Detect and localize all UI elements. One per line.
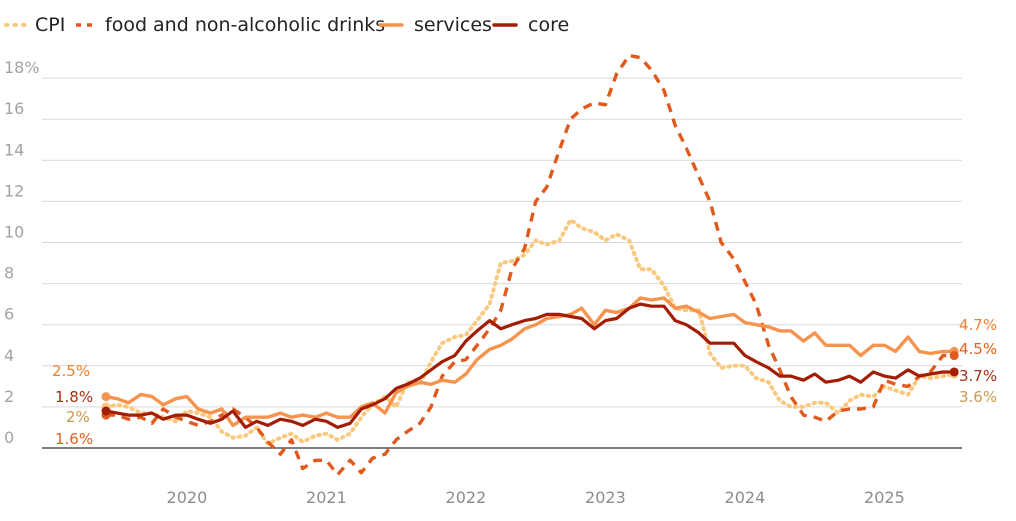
series-line-core (104, 302, 956, 429)
end-labels: 3.6% 2% 4.5% 1.6% 4.7% 2.5% 3.7% 1.8% (52, 316, 997, 448)
y-tick-label-18: 18% (4, 58, 40, 77)
y-tick-label-14: 14 (4, 140, 24, 159)
end-label-cpi: 3.6% (959, 388, 997, 406)
legend-label-cpi: CPI (35, 14, 65, 36)
y-tick-label-4: 4 (4, 346, 14, 365)
legend-item-services: services (378, 14, 492, 36)
x-axis-ticks: 2020 2021 2022 2023 2024 2025 (167, 488, 905, 507)
y-tick-label-10: 10 (4, 223, 24, 242)
start-label-food-and-non-alcoholic-drinks: 1.6% (55, 430, 93, 448)
x-tick-label-2021: 2021 (306, 488, 347, 507)
start-label-core: 1.8% (55, 388, 93, 406)
y-axis-ticks: 0 2 4 6 8 10 12 14 16 18% (4, 58, 40, 447)
x-tick-label-2024: 2024 (725, 488, 766, 507)
legend-label-core: core (528, 14, 569, 36)
x-tick-label-2020: 2020 (167, 488, 208, 507)
x-tick-label-2023: 2023 (585, 488, 626, 507)
legend-label-services: services (414, 14, 492, 36)
end-label-core: 3.7% (959, 367, 997, 385)
end-label-food-and-non-alcoholic-drinks: 4.5% (959, 340, 997, 358)
x-tick-label-2022: 2022 (446, 488, 487, 507)
series-line-services (104, 296, 956, 428)
series-line-cpi (104, 217, 957, 446)
start-marker-core (101, 406, 111, 416)
legend-item-core: core (492, 14, 569, 36)
y-tick-label-0: 0 (4, 428, 14, 447)
y-tick-label-2: 2 (4, 387, 14, 406)
legend-label-food-and-non-alcoholic-drinks: food and non-alcoholic drinks (105, 14, 385, 36)
y-tick-label-12: 12 (4, 181, 24, 200)
start-label-cpi: 2% (66, 408, 90, 426)
start-label-services: 2.5% (52, 362, 90, 380)
legend-item-food-and-non-alcoholic-drinks: food and non-alcoholic drinks (76, 14, 385, 36)
legend-item-cpi: CPI (4, 14, 65, 36)
y-tick-label-6: 6 (4, 305, 14, 324)
end-label-services: 4.7% (959, 316, 997, 334)
y-tick-label-8: 8 (4, 264, 14, 283)
legend: CPI food and non-alcoholic drinks services… (4, 14, 569, 36)
end-marker-food-and-non-alcoholic-drinks (949, 351, 959, 361)
y-tick-label-16: 16 (4, 99, 24, 118)
x-tick-label-2025: 2025 (864, 488, 905, 507)
series-layer (101, 53, 959, 477)
end-marker-core (949, 367, 959, 377)
start-marker-services (101, 392, 111, 402)
